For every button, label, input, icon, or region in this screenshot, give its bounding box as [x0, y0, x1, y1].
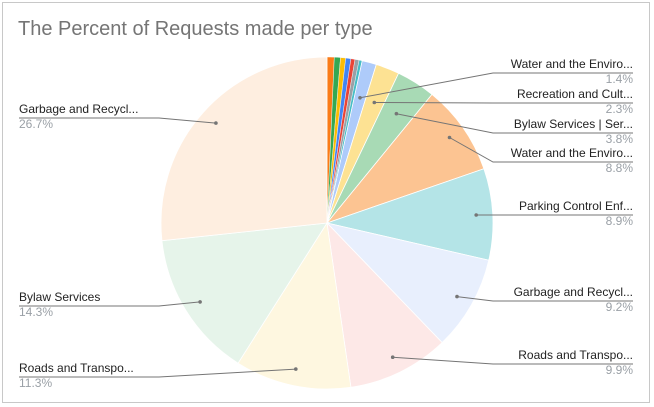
leader-line: [449, 137, 633, 163]
slice-label: Water and the Enviro...: [511, 146, 633, 160]
slice-label: Bylaw Services: [19, 290, 100, 304]
pie-slice[interactable]: [161, 222, 328, 364]
slice-percent-label: 8.9%: [606, 214, 634, 228]
slice-percent-label: 9.9%: [606, 363, 634, 377]
leader-line: [456, 296, 633, 302]
pie-slice[interactable]: [237, 221, 352, 390]
slice-label: Roads and Transpo...: [518, 348, 633, 362]
slice-label: Garbage and Recycl...: [19, 102, 138, 116]
slice-percent-label: 3.8%: [606, 132, 634, 146]
leader-line: [19, 301, 201, 307]
pie-slice[interactable]: [160, 56, 328, 242]
slice-percent-label: 26.7%: [19, 117, 53, 131]
slice-label: Roads and Transpo...: [19, 361, 134, 375]
chart-title: The Percent of Requests made per type: [18, 18, 373, 40]
slice-label: Water and the Enviro...: [511, 57, 633, 71]
pie-slice[interactable]: [325, 168, 494, 261]
slice-percent-label: 1.4%: [606, 72, 634, 86]
leader-dot: [372, 100, 377, 105]
slice-percent-label: 14.3%: [19, 305, 53, 319]
slice-label: Bylaw Services | Ser...: [514, 117, 633, 131]
leader-dot: [390, 355, 395, 360]
leader-line: [359, 72, 633, 99]
slice-percent-label: 9.2%: [606, 300, 634, 314]
pie-slice[interactable]: [326, 221, 443, 388]
leader-dot: [447, 135, 452, 140]
slice-percent-label: 11.3%: [19, 376, 52, 390]
leader-dot: [214, 121, 218, 125]
leader-dot: [294, 367, 298, 371]
slice-label: Recreation and Cult...: [517, 87, 633, 101]
pie-slice[interactable]: [325, 93, 485, 224]
leader-dot: [198, 300, 202, 304]
leader-dot: [394, 111, 399, 116]
leader-dot: [474, 213, 479, 217]
slice-percent-label: 2.3%: [606, 102, 634, 116]
leader-line: [396, 113, 633, 134]
leader-line: [19, 368, 296, 378]
leader-line: [19, 117, 216, 124]
pie-slice[interactable]: [325, 222, 490, 344]
slice-label: Garbage and Recycl...: [514, 285, 633, 299]
leader-line: [392, 356, 633, 365]
leader-dot: [455, 294, 459, 299]
leader-dot: [358, 96, 362, 100]
slice-label: Parking Control Enf...: [519, 199, 633, 213]
slice-percent-label: 8.8%: [606, 161, 634, 175]
leader-line: [374, 102, 633, 104]
